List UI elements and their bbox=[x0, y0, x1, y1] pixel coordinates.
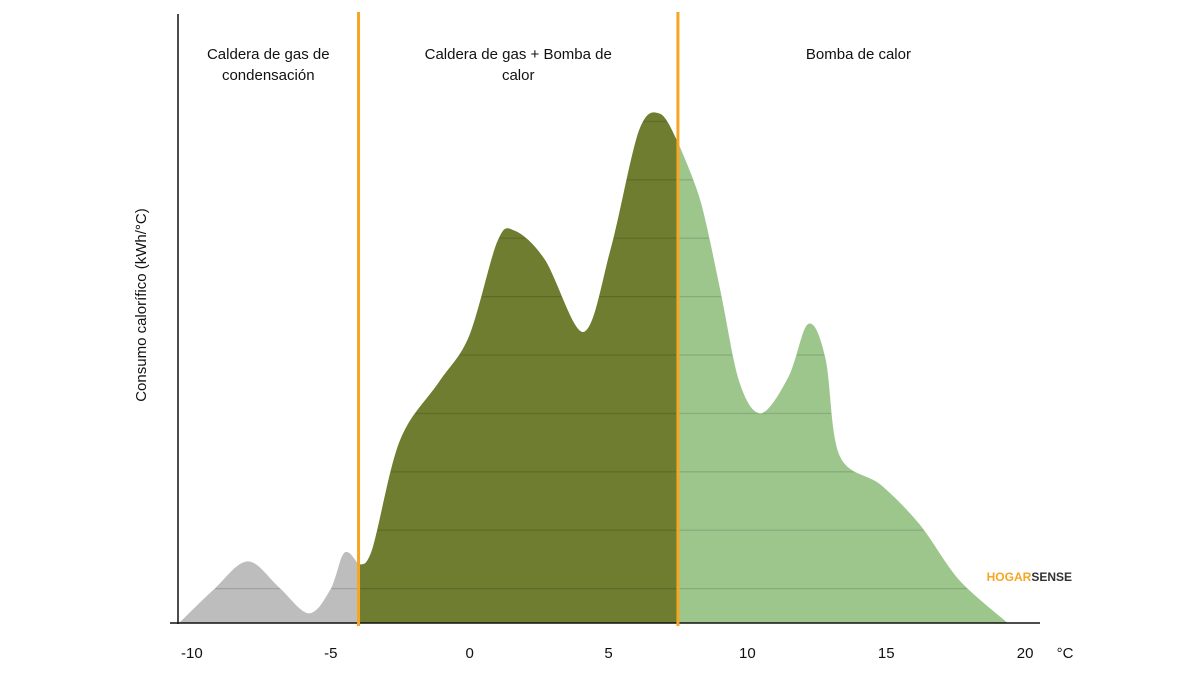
y-axis-label: Consumo calorífico (kWh/°C) bbox=[133, 208, 150, 402]
region-label: Caldera de gas + Bomba de calor bbox=[424, 46, 612, 84]
brand-part: HOGAR bbox=[987, 570, 1032, 584]
region-label: Bomba de calor bbox=[805, 46, 911, 63]
brand-part: SENSE bbox=[1031, 570, 1072, 584]
x-axis-unit: °C bbox=[1057, 645, 1074, 662]
x-tick-label: 20 bbox=[1017, 645, 1034, 662]
area-stripes bbox=[180, 552, 359, 622]
brand-logo: HOGARSENSE bbox=[987, 570, 1072, 584]
region-label: Caldera de gas de condensación bbox=[206, 46, 330, 84]
area-stripes bbox=[358, 112, 678, 623]
x-tick-label: -5 bbox=[324, 645, 337, 662]
x-tick-label: -10 bbox=[181, 645, 203, 662]
x-tick-label: 15 bbox=[878, 645, 895, 662]
x-tick-label: 0 bbox=[465, 645, 473, 662]
area-stripes bbox=[677, 143, 1006, 622]
x-tick-label: 5 bbox=[604, 645, 612, 662]
x-tick-label: 10 bbox=[739, 645, 756, 662]
